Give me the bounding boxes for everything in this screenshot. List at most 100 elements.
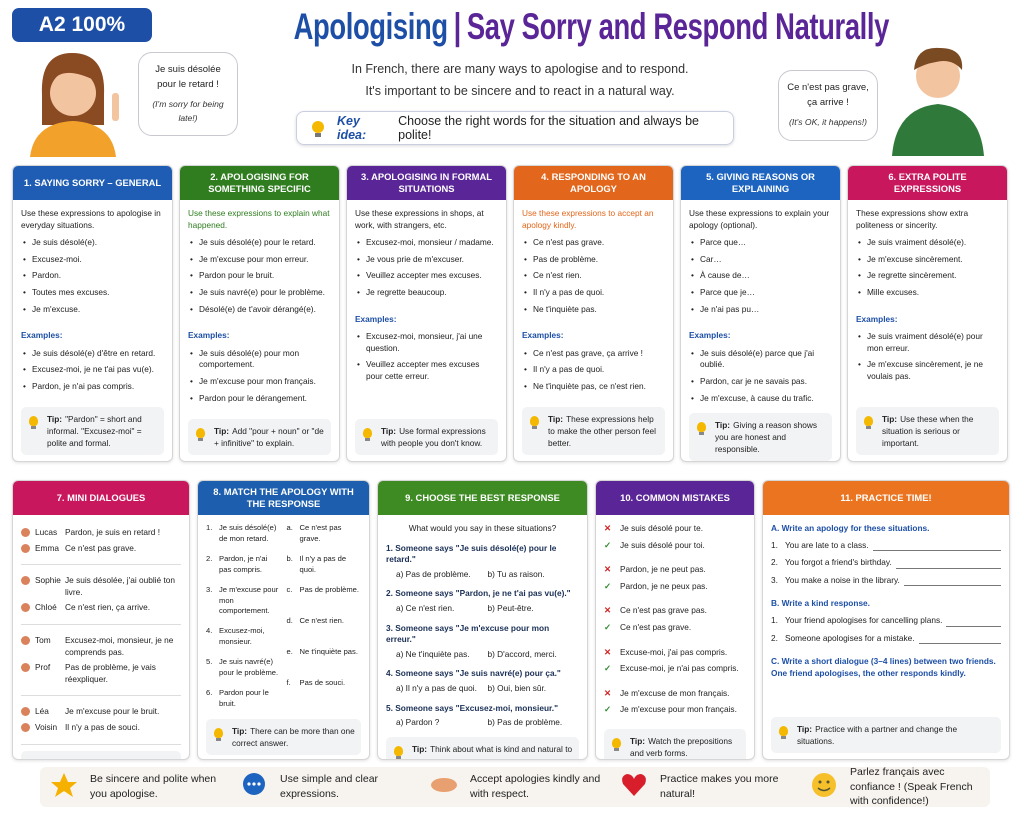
footer-text: Practice makes you more natural!: [660, 773, 779, 800]
practice-section: B. Write a kind response. 1. Your friend a…: [771, 598, 1001, 650]
card-title: 7. MINI DIALOGUES: [13, 481, 189, 515]
example: Veuillez accepter mes excuses pour cette…: [355, 359, 498, 382]
wrong: Pardon, je ne peut pas.: [604, 564, 746, 576]
icon: [431, 777, 457, 792]
answer-line: [895, 561, 1001, 569]
item-text: You make a noise in the library.: [785, 574, 900, 585]
card-intro: Use these expressions to explain what ha…: [188, 208, 330, 230]
number: 6.: [206, 687, 213, 697]
speech-bubble: Ce n'est pas grave, ça arrive ! (It's OK,…: [778, 70, 878, 141]
example-list: Ce n'est pas grave, ça arrive ! Il n'y a …: [522, 348, 665, 398]
tip-label: Tip:: [882, 413, 898, 424]
response-text: Il n'y a pas de quoi.: [299, 554, 347, 574]
title-sub: Say Sorry and Respond Naturally: [466, 6, 890, 47]
title: Apologising | Say Sorry and Respond Natura…: [294, 6, 890, 48]
example: Pardon, je n'ai pas compris.: [21, 381, 164, 393]
tip-text: Watch the prepositions and verb forms.: [630, 736, 733, 759]
card-title: 2. APOLOGISING FOR SOMETHING SPECIFIC: [180, 166, 339, 200]
expression: Je m'excuse sincèrement.: [856, 254, 999, 266]
footer-icon: [50, 771, 90, 804]
examples-label: Examples:: [355, 313, 397, 324]
card-title: 3. APOLOGISING IN FORMAL SITUATIONS: [347, 166, 506, 200]
response: e. Ne t'inquiète pas.: [287, 647, 362, 669]
expression: Veuillez accepter mes excuses.: [355, 270, 498, 282]
wrong: Je suis désolé pour te.: [604, 523, 746, 535]
card-body: Use these expressions to accept an apolo…: [514, 200, 673, 461]
dialogue-line: Emma Ce n'est pas grave.: [21, 543, 181, 555]
tip: Tip:Listen to the context and react natu…: [21, 750, 181, 759]
example-list: Je suis vraiment désolé(e) pour mon erre…: [856, 331, 999, 387]
card: 7. MINI DIALOGUES Lucas Pardon, je suis en…: [12, 480, 190, 760]
speaker: Voisin: [21, 722, 65, 734]
answer-line: [946, 619, 1001, 627]
examples-label: Examples:: [856, 313, 898, 324]
practice-section: C. Write a short dialogue (3–4 lines) be…: [771, 656, 1001, 684]
tip-text: Add "pour + noun" or "de + infinitive" t…: [214, 425, 324, 448]
prompt: 1. Someone says "Je suis désolé(e) pour …: [386, 543, 579, 566]
option: b) Tu as raison.: [487, 568, 545, 579]
number: 2.: [206, 554, 213, 563]
line: Excusez-moi, monsieur, je ne comprends p…: [65, 635, 174, 657]
expression: Je suis désolé(e).: [21, 237, 164, 249]
card: 8. MATCH THE APOLOGY WITH THE RESPONSE 1.…: [197, 480, 370, 760]
prompt: 3. Someone says "Je m'excuse pour mon er…: [386, 623, 579, 646]
girl-illustration: [30, 53, 119, 157]
prompt: 5. Someone says "Excusez-moi, monsieur.": [386, 703, 579, 715]
choice-item: 1. Someone says "Je suis désolé(e) pour …: [386, 543, 579, 581]
expression-list: Je suis désolé(e) pour le retard. Je m'ex…: [188, 237, 331, 320]
response-text: Ce n'est rien.: [299, 616, 345, 625]
wrong: Ce n'est pas grave pas.: [604, 605, 746, 617]
examples-label: Examples:: [21, 330, 63, 341]
mistake-pair: Je suis désolé pour te. Je suis désolé po…: [604, 523, 746, 556]
tip-text: Think about what is kind and natural to …: [412, 743, 573, 759]
card-body: 1. Je suis désolé(e) de mon retard. 2. Pard…: [198, 515, 369, 759]
response-text: Ne t'inquiète pas.: [299, 647, 358, 656]
option: a) Pardon ?: [396, 717, 440, 728]
example: Ce n'est pas grave, ça arrive !: [522, 348, 665, 360]
examples-label: Examples:: [689, 330, 731, 341]
response: d. Ce n'est rien.: [287, 616, 362, 638]
item-text: Someone apologises for a mistake.: [785, 632, 915, 643]
dialogue: Tom Excusez-moi, monsieur, je ne comprend…: [21, 631, 181, 697]
expression-list: Parce que… Car… À cause de… Parce que je… Je…: [689, 237, 832, 320]
card-intro: Use these expressions to apologise in ev…: [21, 208, 161, 230]
speech-bubble: Je suis désolée pour le retard ! (I'm sor…: [138, 52, 238, 137]
tip: Tip: Practice with a partner and change t…: [771, 716, 1001, 753]
line: Pas de problème, je vais réexpliquer.: [65, 662, 156, 684]
expression: Excusez-moi.: [21, 254, 164, 266]
card: 10. COMMON MISTAKES Je suis désolé pour t…: [595, 480, 755, 760]
card: 5. GIVING REASONS OR EXPLAINING Use these…: [680, 165, 841, 462]
footer-icon: [430, 771, 470, 804]
tip-text: Listen to the context and react naturall…: [47, 758, 155, 759]
tip-label: Tip:: [47, 413, 63, 424]
option: a) Ce n'est rien.: [396, 603, 455, 614]
prompt: 2. Someone says "Pardon, je ne t'ai pas …: [386, 588, 579, 600]
key-idea: Key idea: Choose the right words for the …: [296, 111, 734, 145]
expression-list: Je suis désolé(e). Excusez-moi. Pardon. Tou…: [21, 237, 164, 320]
apology-text: Excusez-moi, monsieur.: [219, 625, 265, 646]
item-text: You are late to a class.: [785, 539, 869, 550]
tip-text: Use formal expressions with people you d…: [381, 425, 486, 448]
practice-item: 1. You are late to a class.: [771, 540, 1001, 552]
prompt-text: Someone says "Je suis désolé(e) pour le …: [386, 542, 557, 565]
prompt-text: Someone says "Pardon, je ne t'ai pas vu(…: [395, 588, 571, 599]
options: a) Ne t'inquiète pas. b) D'accord, merci.: [386, 649, 579, 661]
dialogue-line: Voisin Il n'y a pas de souci.: [21, 722, 181, 734]
section-heading: C. Write a short dialogue (3–4 lines) be…: [771, 656, 996, 678]
right: Excuse-moi, je n'ai pas compris.: [604, 663, 746, 675]
line: Je suis désolée, j'ai oublié ton livre.: [65, 575, 175, 597]
tip-label: Tip:: [47, 758, 62, 759]
expression: Pas de problème.: [522, 254, 665, 266]
expression: Ce n'est rien.: [522, 270, 665, 282]
example: Ne t'inquiète pas, ce n'est rien.: [522, 381, 665, 393]
footer-item: Be sincere and polite when you apologise…: [40, 767, 230, 807]
question: What would you say in these situations?: [408, 523, 557, 533]
footer-text: Parlez français avec confiance ! (Speak …: [850, 765, 973, 808]
expression: À cause de…: [689, 270, 832, 282]
expression: Je regrette sincèrement.: [856, 270, 999, 282]
card-title: 8. MATCH THE APOLOGY WITH THE RESPONSE: [198, 481, 369, 515]
card: 3. APOLOGISING IN FORMAL SITUATIONS Use t…: [346, 165, 507, 462]
example: Il n'y a pas de quoi.: [522, 364, 665, 376]
tip-text: Practice with a partner and change the s…: [797, 723, 958, 746]
card: 4. RESPONDING TO AN APOLOGY Use these exp…: [513, 165, 674, 462]
